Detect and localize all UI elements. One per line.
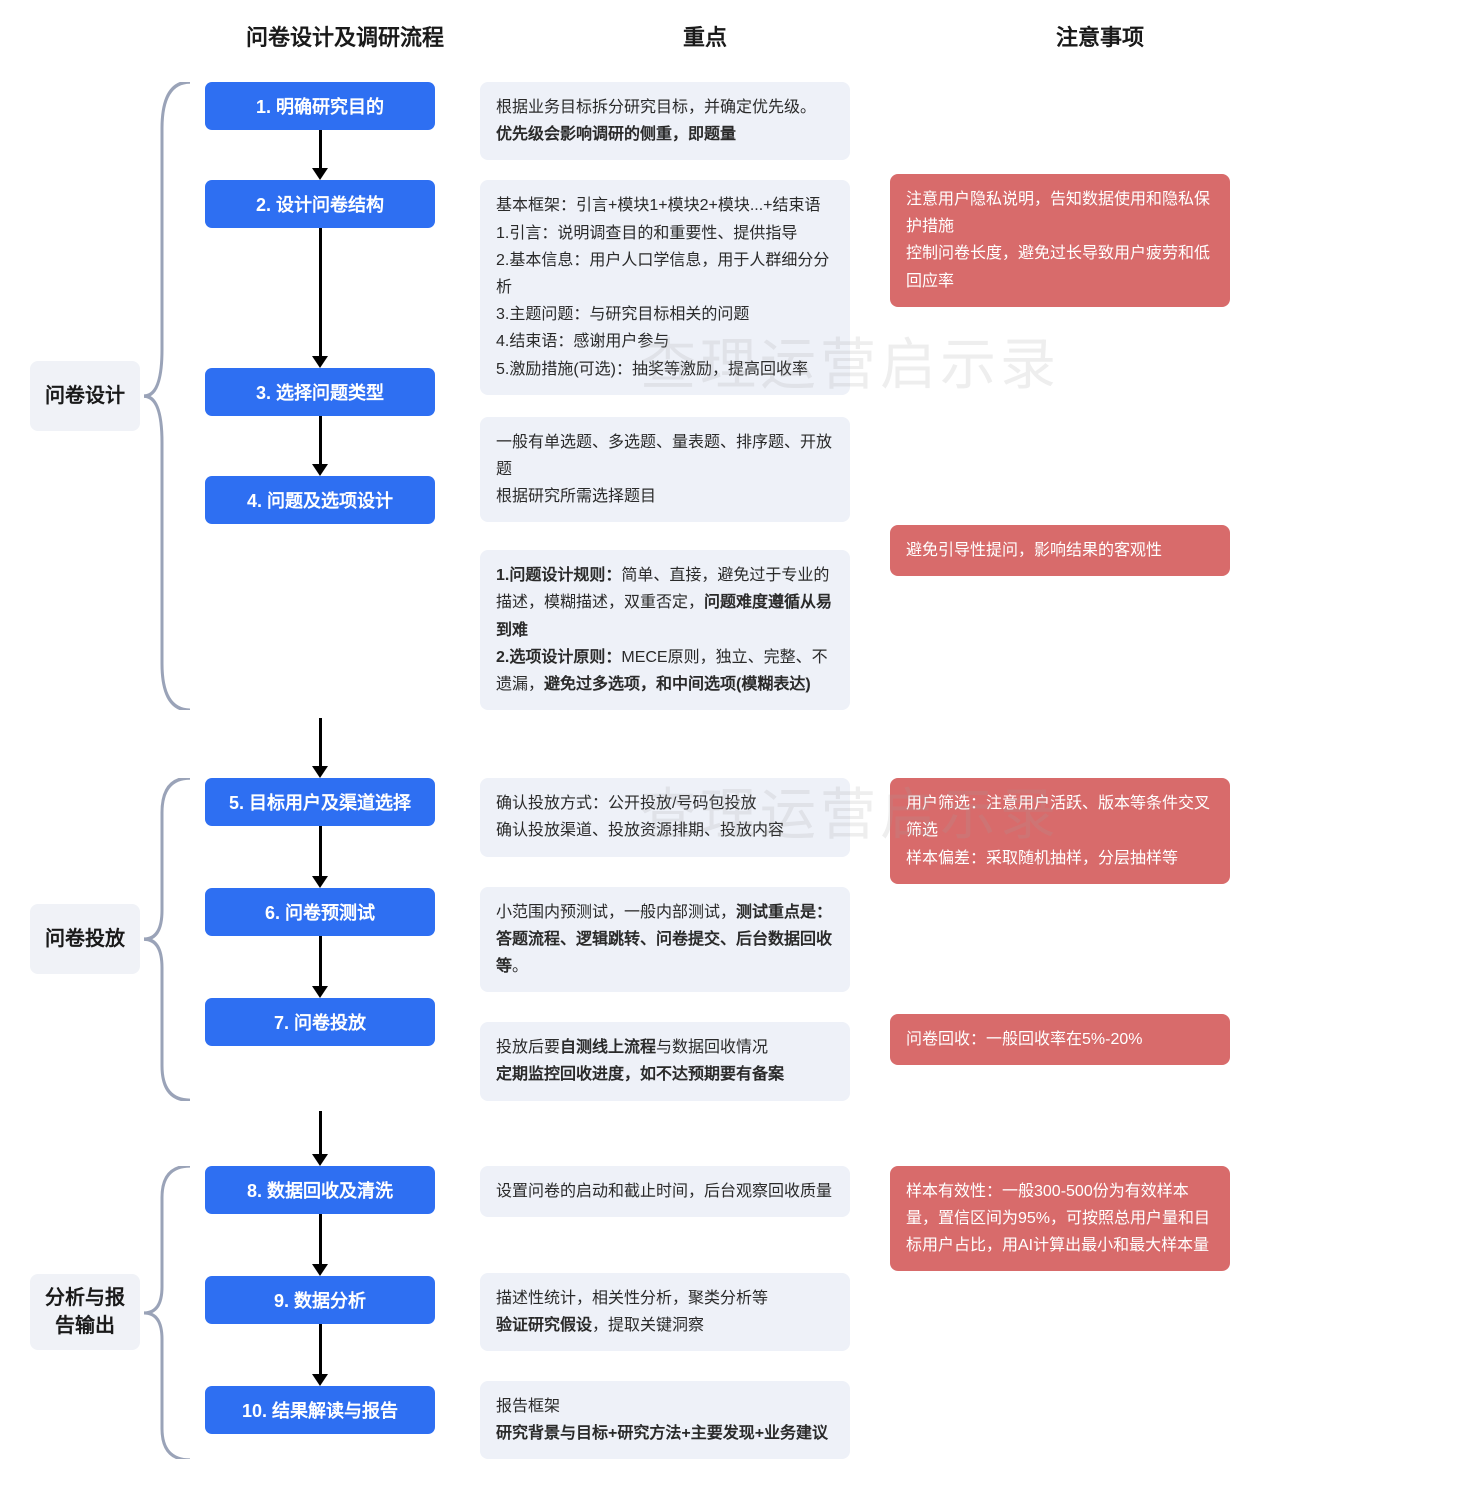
detail-text-bold: 优先级会影响调研的侧重，即题量: [496, 126, 736, 143]
detail-text: 与数据回收情况: [656, 1039, 768, 1056]
arrow-icon: [312, 1111, 328, 1166]
detail-text: 根据研究所需选择题目: [496, 488, 656, 505]
header-row: 问卷设计及调研流程 重点 注意事项: [30, 20, 1438, 52]
detail-3: 一般有单选题、多选题、量表题、排序题、开放题 根据研究所需选择题目: [480, 417, 850, 523]
warn-text: 注意用户隐私说明，告知数据使用和隐私保护措施: [906, 191, 1210, 235]
warn-5: 用户筛选：注意用户活跃、版本等条件交叉筛选 样本偏差：采取随机抽样，分层抽样等: [890, 778, 1230, 884]
detail-text: 1.引言：说明调查目的和重要性、提供指导: [496, 225, 797, 242]
warn-7: 问卷回收：一般回收率在5%-20%: [890, 1014, 1230, 1065]
detail-text: 5.激励措施(可选)：抽奖等激励，提高回收率: [496, 361, 808, 378]
phase-design: 问卷设计 1. 明确研究目的 2. 设计问卷结构 3. 选择问题类型 4. 问题…: [30, 82, 1438, 710]
arrow-icon: [312, 826, 328, 888]
warn-text: 样本偏差：采取随机抽样，分层抽样等: [906, 850, 1178, 867]
phase-analyze: 分析与报告输出 8. 数据回收及清洗 9. 数据分析 10. 结果解读与报告 设…: [30, 1166, 1438, 1460]
arrow-icon: [312, 130, 328, 180]
detail-text: 小范围内预测试，一般内部测试，: [496, 904, 736, 921]
step-9: 9. 数据分析: [205, 1276, 435, 1324]
warn-text: 控制问卷长度，避免过长导致用户疲劳和低回应率: [906, 245, 1210, 289]
detail-4: 1.问题设计规则：简单、直接，避免过于专业的描述，模糊描述，双重否定，问题难度遵…: [480, 550, 850, 710]
phase-label-analyze: 分析与报告输出: [30, 1274, 140, 1350]
detail-text: 确认投放渠道、投放资源排期、投放内容: [496, 822, 784, 839]
warn-text: 样本有效性：一般300-500份为有效样本量，置信区间为95%，可按照总用户量和…: [906, 1183, 1210, 1254]
warn-text: 用户筛选：注意用户活跃、版本等条件交叉筛选: [906, 795, 1210, 839]
step-8: 8. 数据回收及清洗: [205, 1166, 435, 1214]
brace-icon: [142, 82, 192, 710]
step-7: 7. 问卷投放: [205, 998, 435, 1046]
detail-text: 报告框架: [496, 1398, 560, 1415]
detail-text: 描述性统计，相关性分析，聚类分析等: [496, 1290, 768, 1307]
warn-8: 样本有效性：一般300-500份为有效样本量，置信区间为95%，可按照总用户量和…: [890, 1166, 1230, 1272]
detail-8: 设置问卷的启动和截止时间，后台观察回收质量: [480, 1166, 850, 1217]
arrow-icon: [312, 228, 328, 368]
detail-text: 根据业务目标拆分研究目标，并确定优先级。: [496, 99, 816, 116]
header-process: 问卷设计及调研流程: [210, 20, 480, 52]
arrow-icon: [312, 936, 328, 998]
detail-6: 小范围内预测试，一般内部测试，测试重点是：答题流程、逻辑跳转、问卷提交、后台数据…: [480, 887, 850, 993]
header-keypoints: 重点: [520, 20, 890, 52]
phase-label-design: 问卷设计: [30, 361, 140, 431]
detail-text: 一般有单选题、多选题、量表题、排序题、开放题: [496, 434, 832, 478]
step-1: 1. 明确研究目的: [205, 82, 435, 130]
detail-text: 投放后要: [496, 1039, 560, 1056]
arrow-icon: [312, 416, 328, 476]
detail-text-bold: 1.问题设计规则：: [496, 567, 621, 584]
phase-deploy: 问卷投放 5. 目标用户及渠道选择 6. 问卷预测试 7. 问卷投放 确认投放方…: [30, 778, 1438, 1100]
detail-2: 基本框架：引言+模块1+模块2+模块...+结束语 1.引言：说明调查目的和重要…: [480, 180, 850, 394]
detail-text: 基本框架：引言+模块1+模块2+模块...+结束语: [496, 197, 821, 214]
step-4: 4. 问题及选项设计: [205, 476, 435, 524]
detail-text: 4.结束语：感谢用户参与: [496, 333, 669, 350]
arrow-icon: [312, 1214, 328, 1276]
detail-9: 描述性统计，相关性分析，聚类分析等 验证研究假设，提取关键洞察: [480, 1273, 850, 1351]
header-notes: 注意事项: [930, 20, 1270, 52]
detail-5: 确认投放方式：公开投放/号码包投放 确认投放渠道、投放资源排期、投放内容: [480, 778, 850, 856]
detail-7: 投放后要自测线上流程与数据回收情况 定期监控回收进度，如不达预期要有备案: [480, 1022, 850, 1100]
warn-2: 注意用户隐私说明，告知数据使用和隐私保护措施 控制问卷长度，避免过长导致用户疲劳…: [890, 174, 1230, 307]
detail-text-bold: 定期监控回收进度，如不达预期要有备案: [496, 1066, 784, 1083]
detail-text: ，提取关键洞察: [592, 1317, 704, 1334]
detail-text-bold: 验证研究假设: [496, 1317, 592, 1334]
detail-text: 设置问卷的启动和截止时间，后台观察回收质量: [496, 1183, 832, 1200]
arrow-icon: [312, 1324, 328, 1386]
detail-10: 报告框架 研究背景与目标+研究方法+主要发现+业务建议: [480, 1381, 850, 1459]
step-2: 2. 设计问卷结构: [205, 180, 435, 228]
warn-text: 避免引导性提问，影响结果的客观性: [906, 542, 1162, 559]
warn-text: 问卷回收：一般回收率在5%-20%: [906, 1031, 1142, 1048]
phase-label-deploy: 问卷投放: [30, 904, 140, 974]
arrow-icon: [312, 718, 328, 778]
detail-text-bold: 避免过多选项，和中间选项(模糊表达): [544, 676, 811, 693]
step-10: 10. 结果解读与报告: [205, 1386, 435, 1434]
detail-text: 确认投放方式：公开投放/号码包投放: [496, 795, 756, 812]
step-5: 5. 目标用户及渠道选择: [205, 778, 435, 826]
detail-1: 根据业务目标拆分研究目标，并确定优先级。 优先级会影响调研的侧重，即题量: [480, 82, 850, 160]
brace-icon: [142, 1166, 192, 1460]
detail-text: 3.主题问题：与研究目标相关的问题: [496, 306, 749, 323]
step-3: 3. 选择问题类型: [205, 368, 435, 416]
brace-icon: [142, 778, 192, 1100]
warn-4: 避免引导性提问，影响结果的客观性: [890, 525, 1230, 576]
detail-text: 2.基本信息：用户人口学信息，用于人群细分分析: [496, 252, 829, 296]
detail-text: 。: [512, 958, 528, 975]
step-6: 6. 问卷预测试: [205, 888, 435, 936]
detail-text-bold: 自测线上流程: [560, 1039, 656, 1056]
detail-text-bold: 研究背景与目标+研究方法+主要发现+业务建议: [496, 1425, 828, 1442]
detail-text-bold: 2.选项设计原则：: [496, 649, 621, 666]
